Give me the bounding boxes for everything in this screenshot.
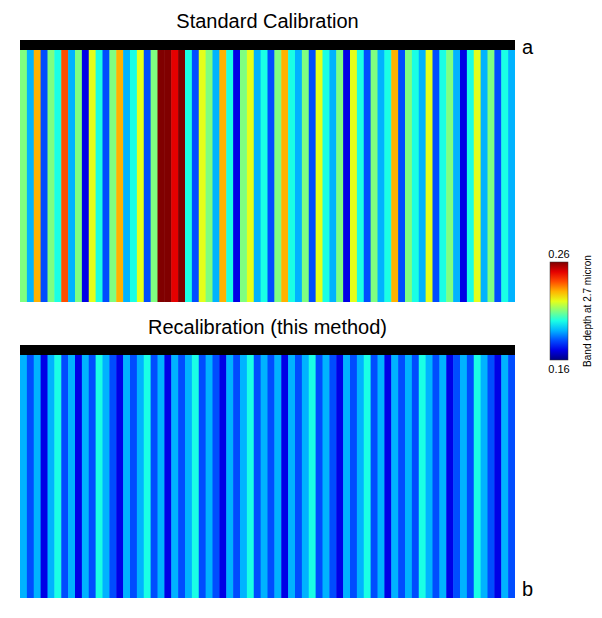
html-text:b: b <box>522 578 534 600</box>
svg-text:0.16: 0.16 <box>548 363 569 375</box>
html-text:a: a <box>522 36 534 58</box>
html-text:Recalibration (this method): Recalibration (this method) <box>148 316 387 338</box>
svg-text:Band depth at 2.7 micron: Band depth at 2.7 micron <box>582 255 593 367</box>
html-text:Standard Calibration: Standard Calibration <box>176 10 359 32</box>
svg-text:0.26: 0.26 <box>548 248 569 260</box>
